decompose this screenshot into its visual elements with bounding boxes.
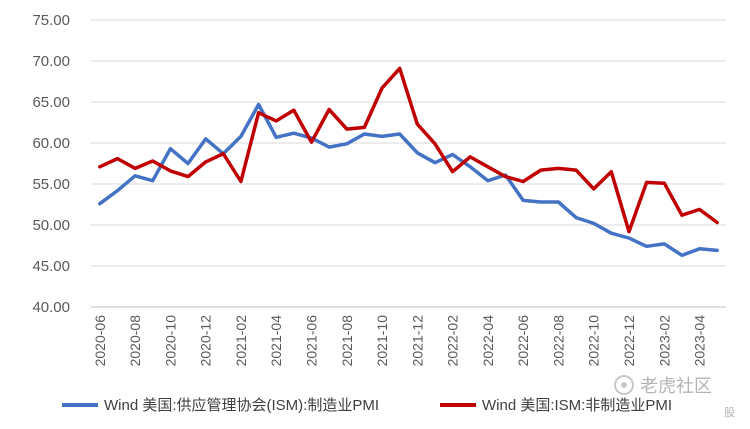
- x-tick-label: 2022-12: [621, 315, 637, 367]
- x-tick-label: 2020-06: [92, 315, 108, 367]
- y-tick-label: 65.00: [32, 94, 70, 111]
- y-tick-label: 75.00: [32, 12, 70, 29]
- x-axis-tick-labels: 2020-06 2020-08 2020-10 2020-12 2021-02 2021-…: [92, 315, 708, 367]
- legend-label-1: Wind 美国:供应管理协会(ISM):制造业PMI: [104, 396, 379, 414]
- y-tick-label: 55.00: [32, 176, 70, 193]
- x-tick-label: 2022-04: [480, 315, 496, 367]
- x-tick-label: 2022-08: [550, 315, 566, 367]
- y-axis-tick-labels: 40.00 45.00 50.00 55.00 60.00 65.00 70.00 75.00: [32, 12, 70, 316]
- x-tick-label: 2021-12: [409, 315, 425, 367]
- legend: Wind 美国:供应管理协会(ISM):制造业PMI Wind 美国:ISM:非制…: [62, 396, 672, 414]
- watermark: 老虎社区 股: [614, 375, 735, 419]
- x-tick-label: 2021-02: [233, 315, 249, 367]
- series-line-1: [98, 102, 719, 258]
- series-line-2: [98, 66, 719, 234]
- watermark-subtext: 股: [724, 406, 735, 419]
- x-tick-label: 2021-08: [339, 315, 355, 367]
- series-lines: [98, 66, 719, 258]
- x-tick-label: 2023-04: [692, 315, 708, 367]
- x-tick-label: 2021-10: [374, 315, 390, 367]
- x-tick-label: 2021-04: [268, 315, 284, 367]
- legend-label-2: Wind 美国:ISM:非制造业PMI: [482, 397, 672, 414]
- x-tick-label: 2020-12: [198, 315, 214, 367]
- y-tick-label: 45.00: [32, 258, 70, 275]
- y-tick-label: 70.00: [32, 53, 70, 70]
- x-tick-label: 2023-02: [656, 315, 672, 367]
- x-tick-label: 2022-10: [586, 315, 602, 367]
- watermark-logo-icon: [614, 375, 634, 395]
- y-tick-label: 50.00: [32, 217, 70, 234]
- x-tick-label: 2022-06: [515, 315, 531, 367]
- x-tick-label: 2020-08: [127, 315, 143, 367]
- x-tick-label: 2022-02: [445, 315, 461, 367]
- x-tick-label: 2020-10: [162, 315, 178, 367]
- y-tick-label: 60.00: [32, 135, 70, 152]
- x-tick-label: 2021-06: [303, 315, 319, 367]
- y-tick-label: 40.00: [32, 299, 70, 316]
- watermark-text: 老虎社区: [640, 376, 712, 396]
